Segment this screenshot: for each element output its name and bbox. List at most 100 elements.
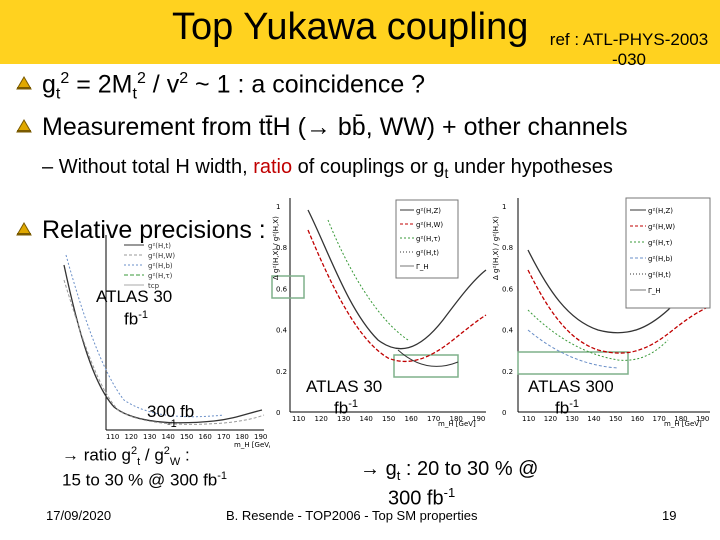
x-tick-label: 110 bbox=[292, 415, 305, 423]
y-tick-label: 1 bbox=[502, 203, 506, 211]
x-tick-label: 120 bbox=[315, 415, 328, 423]
highlight-ratio: ratio bbox=[253, 156, 293, 178]
x-tick-label: 160 bbox=[631, 415, 644, 423]
x-tick-label: 120 bbox=[544, 415, 557, 423]
x-tick-label: 130 bbox=[566, 415, 579, 423]
footer-title: B. Resende - TOP2006 - Top SM properties bbox=[226, 508, 478, 523]
reference-line-1: ref : ATL-PHYS-2003 bbox=[549, 30, 709, 49]
bullet-measurement: Measurement from tt̄H (→ bb̄, WW) + othe… bbox=[16, 113, 628, 142]
x-tick-label: 150 bbox=[382, 415, 395, 423]
x-tick-label: 150 bbox=[180, 433, 193, 441]
svg-text:g²(H,τ): g²(H,τ) bbox=[416, 235, 441, 243]
left-legend: g²(H,t) g²(H,W) g²(H,b) g²(H,τ) tcp bbox=[124, 242, 175, 290]
right-x-label: m_H [GeV] bbox=[664, 420, 702, 428]
curve-ratio-b bbox=[65, 254, 225, 418]
svg-text:g²(H,Z): g²(H,Z) bbox=[648, 207, 673, 215]
y-tick-label: 0 bbox=[502, 409, 506, 417]
conclusion-left-line-1: → ratio g2t / g2W : bbox=[62, 445, 190, 469]
x-tick-label: 160 bbox=[199, 433, 212, 441]
arrow-icon: → bbox=[360, 458, 380, 480]
y-tick-label: 0.6 bbox=[276, 285, 288, 293]
svg-text:Γ_H: Γ_H bbox=[416, 263, 429, 271]
y-tick-label: 0.8 bbox=[276, 244, 287, 252]
footer-date: 17/09/2020 bbox=[46, 508, 112, 523]
left-x-ticks: 110 120 130 140 150 160 170 180 190 bbox=[106, 433, 267, 441]
x-tick-label: 190 bbox=[254, 433, 267, 441]
highlight-box-mid-right bbox=[393, 354, 459, 378]
bullet-marker-icon bbox=[16, 222, 32, 236]
svg-text:Γ_H: Γ_H bbox=[648, 287, 661, 295]
plot-right-300fb: 1 0.8 0.6 0.4 0.2 0 110 120 130 140 150 160 170 180 1… bbox=[488, 190, 714, 428]
y-tick-label: 0.4 bbox=[276, 327, 288, 335]
curve-right-b bbox=[527, 329, 619, 369]
x-tick-label: 140 bbox=[587, 415, 600, 423]
y-tick-label: 0.4 bbox=[502, 327, 514, 335]
svg-text:g²(H,t): g²(H,t) bbox=[648, 271, 671, 279]
curve-right-tau bbox=[527, 309, 669, 361]
x-tick-label: 140 bbox=[360, 415, 373, 423]
svg-text:tcp: tcp bbox=[148, 282, 160, 290]
svg-text:g²(H,τ): g²(H,τ) bbox=[148, 272, 173, 280]
x-tick-label: 190 bbox=[696, 415, 709, 423]
bullet-coupling-relation: gt2 = 2Mt2 / v2 ~ 1 : a coincidence ? bbox=[16, 70, 425, 103]
conclusion-left: → ratio g2t / g2W : bbox=[62, 445, 190, 468]
x-tick-label: 170 bbox=[427, 415, 440, 423]
x-tick-label: 170 bbox=[653, 415, 666, 423]
label-atlas30-mid: ATLAS 30 bbox=[306, 377, 383, 396]
svg-text:g²(H,b): g²(H,b) bbox=[148, 262, 173, 270]
svg-text:g²(H,t): g²(H,t) bbox=[416, 249, 439, 257]
footer-page-number: 19 bbox=[662, 508, 677, 523]
plot-middle-30fb: 1 0.8 0.6 0.4 0.2 0 110 120 130 140 150 160 170 180 1… bbox=[268, 190, 490, 428]
middle-legend: g²(H,Z) g²(H,W) g²(H,τ) g²(H,t) Γ_H bbox=[400, 207, 443, 271]
middle-x-ticks: 110 120 130 140 150 160 170 180 190 bbox=[292, 415, 485, 423]
x-tick-label: 180 bbox=[236, 433, 249, 441]
curve-mid-tau bbox=[327, 219, 409, 341]
slide-title: Top Yukawa coupling bbox=[172, 6, 529, 48]
right-legend: g²(H,Z) g²(H,W) g²(H,τ) g²(H,b) g²(H,t) … bbox=[630, 207, 675, 295]
x-tick-label: 180 bbox=[450, 415, 463, 423]
middle-y-ticks: 1 0.8 0.6 0.4 0.2 0 bbox=[276, 203, 288, 417]
curve-mid-w bbox=[307, 229, 487, 362]
curve-mid-t bbox=[397, 349, 459, 367]
x-tick-label: 130 bbox=[337, 415, 350, 423]
reference-note: ref : ATL-PHYS-2003 -030 bbox=[536, 30, 720, 70]
right-x-ticks: 110 120 130 140 150 160 170 180 190 bbox=[522, 415, 709, 423]
svg-text:g²(H,b): g²(H,b) bbox=[648, 255, 673, 263]
y-tick-label: 0 bbox=[276, 409, 280, 417]
highlight-box-mid-left bbox=[271, 275, 305, 299]
svg-text:g²(H,W): g²(H,W) bbox=[148, 252, 175, 260]
label-atlas30-left: ATLAS 30 bbox=[96, 287, 173, 306]
bullet-marker-icon bbox=[16, 76, 32, 90]
x-tick-label: 120 bbox=[125, 433, 138, 441]
conclusion-right: → gt : 20 to 30 % @ bbox=[360, 458, 539, 483]
conclusion-right-line-2: 300 fb-1 bbox=[388, 485, 456, 510]
x-tick-label: 130 bbox=[143, 433, 156, 441]
svg-text:g²(H,W): g²(H,W) bbox=[648, 223, 675, 231]
label-fb-left: fb-1 bbox=[124, 309, 148, 329]
left-x-label: m_H [GeV/c²] bbox=[234, 441, 270, 449]
x-tick-label: 180 bbox=[674, 415, 687, 423]
title-bar bbox=[0, 0, 720, 64]
svg-text:g²(H,W): g²(H,W) bbox=[416, 221, 443, 229]
svg-text:g²(H,t): g²(H,t) bbox=[148, 242, 171, 250]
y-tick-label: 0.8 bbox=[502, 244, 513, 252]
label-atlas300-right: ATLAS 300 bbox=[528, 377, 614, 396]
reference-line-2: -030 bbox=[611, 50, 647, 69]
curve-mid-z bbox=[307, 209, 487, 350]
curve-ratio-t bbox=[63, 264, 263, 424]
highlight-box-right bbox=[517, 351, 629, 375]
x-tick-label: 150 bbox=[609, 415, 622, 423]
x-tick-label: 110 bbox=[106, 433, 119, 441]
conclusion-left-line-2: 15 to 30 % @ 300 fb-1 bbox=[62, 470, 228, 490]
x-tick-label: 190 bbox=[472, 415, 485, 423]
middle-x-label: m_H [GeV] bbox=[438, 420, 476, 428]
svg-text:g²(H,Z): g²(H,Z) bbox=[416, 207, 441, 215]
label-fb-mid: fb-1 bbox=[334, 398, 358, 418]
y-tick-label: 0.2 bbox=[276, 368, 287, 376]
bullet-relative-precisions: Relative precisions : bbox=[16, 216, 266, 245]
label-fb-right: fb-1 bbox=[555, 398, 579, 418]
y-tick-label: 0.2 bbox=[502, 368, 513, 376]
subbullet-hypotheses: – Without total H width, ratio of coupli… bbox=[42, 156, 613, 181]
y-tick-label: 1 bbox=[276, 203, 280, 211]
middle-y-label: Δ g²(H,X) / g²(H,X) bbox=[272, 216, 280, 280]
